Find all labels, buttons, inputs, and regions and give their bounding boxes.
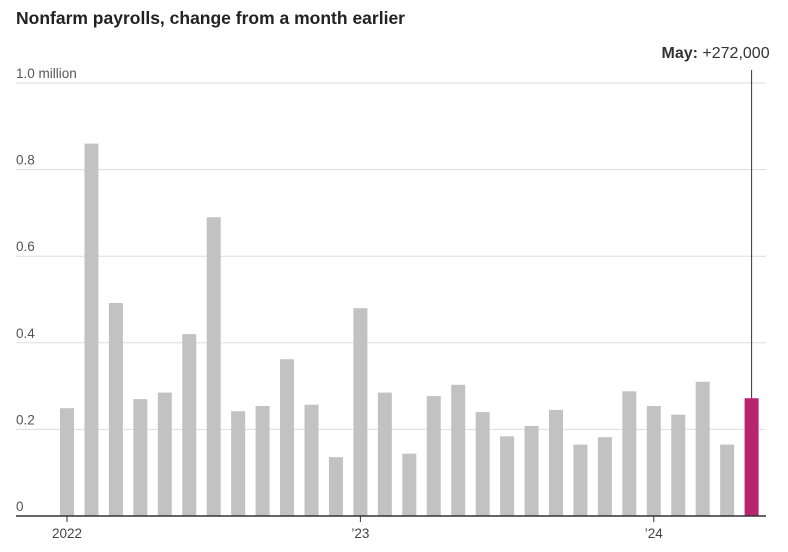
- bar-highlight: [744, 398, 759, 516]
- bar: [60, 408, 74, 516]
- bar: [255, 406, 270, 516]
- y-tick-label: 0.8: [16, 153, 35, 168]
- bar: [451, 384, 466, 516]
- y-tick-label: 0.2: [16, 412, 35, 427]
- y-tick-label: 0.6: [16, 239, 35, 254]
- annotation-label: May: +272,000: [662, 45, 770, 62]
- bar: [328, 457, 343, 516]
- bar: [500, 436, 515, 516]
- bar: [304, 404, 319, 516]
- bar: [524, 425, 539, 516]
- bar: [549, 409, 563, 516]
- bar: [622, 391, 637, 516]
- x-tick-label: ’23: [351, 526, 369, 541]
- x-tick-label: ’24: [645, 526, 664, 541]
- bar: [475, 412, 490, 516]
- x-axis: 2022 ’23 ’24: [16, 515, 766, 541]
- annotation-month: May:: [662, 45, 703, 62]
- bar: [426, 396, 441, 516]
- bar: [84, 143, 99, 516]
- bar: [377, 392, 392, 516]
- y-tick-label: 0: [16, 499, 24, 514]
- bar: [671, 414, 686, 516]
- bar: [573, 444, 588, 516]
- bar: [402, 453, 417, 516]
- chart-title: Nonfarm payrolls, change from a month ea…: [16, 8, 405, 28]
- bar: [280, 359, 295, 516]
- bar: [206, 217, 221, 517]
- x-tick-label: 2022: [52, 526, 82, 541]
- annotation: May: +272,000: [662, 45, 770, 399]
- bar: [695, 381, 710, 516]
- bar: [720, 444, 735, 516]
- bar: [231, 411, 246, 516]
- bar: [157, 392, 172, 516]
- y-tick-label: 0.4: [16, 326, 35, 341]
- bar: [353, 308, 368, 516]
- bar: [646, 406, 661, 516]
- bar: [133, 399, 148, 516]
- y-tick-label: 1.0 million: [16, 66, 77, 81]
- bar: [108, 302, 123, 516]
- bar: [182, 334, 197, 516]
- bar: [597, 437, 612, 516]
- annotation-value: +272,000: [702, 45, 769, 62]
- bars: [60, 143, 759, 517]
